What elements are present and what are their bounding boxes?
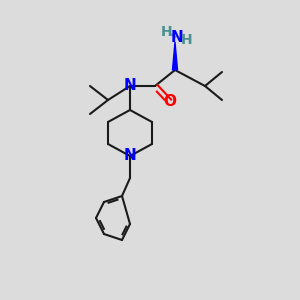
Polygon shape <box>172 42 178 70</box>
Text: H: H <box>181 33 193 47</box>
Text: N: N <box>124 148 136 164</box>
Text: N: N <box>124 79 136 94</box>
Text: N: N <box>171 29 183 44</box>
Text: O: O <box>164 94 176 110</box>
Text: H: H <box>161 25 173 39</box>
